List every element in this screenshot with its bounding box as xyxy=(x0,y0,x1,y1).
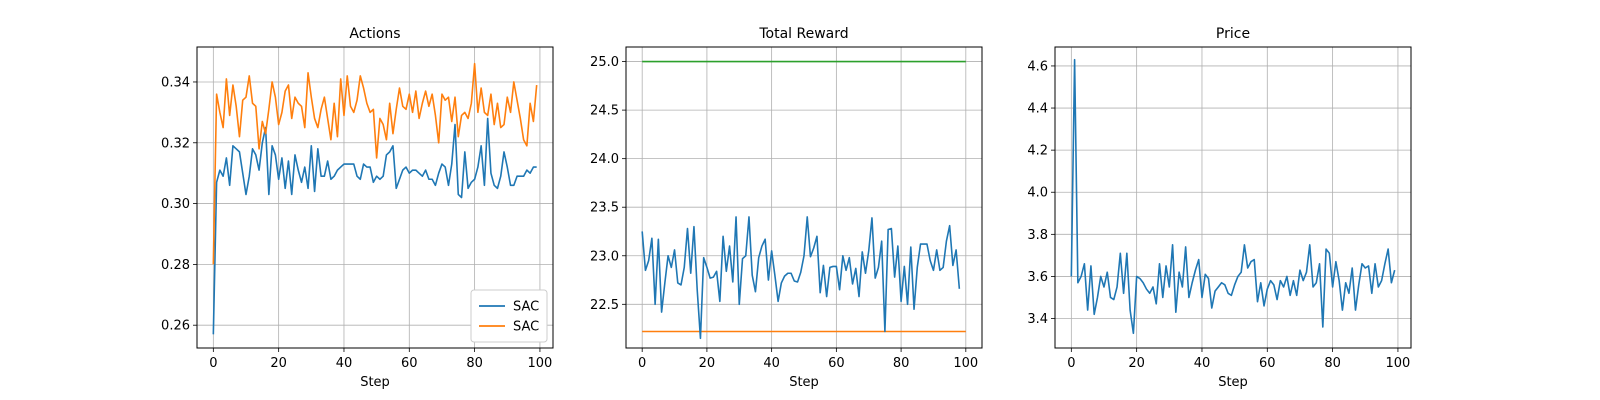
actions-x-tick-label: 60 xyxy=(401,356,418,371)
actions-series-line-0 xyxy=(212,117,537,335)
total-reward-x-tick-label: 80 xyxy=(893,356,910,371)
total-reward-series-line-2 xyxy=(641,216,961,340)
price-y-tick-label: 3.6 xyxy=(1027,270,1048,285)
actions-x-tick-label: 40 xyxy=(336,356,353,371)
actions-axes-frame xyxy=(196,46,554,349)
actions-y-tick-label: 0.32 xyxy=(161,136,190,151)
price-axes-frame xyxy=(1054,46,1412,349)
price-x-axis-label: Step xyxy=(1218,375,1248,390)
total-reward-y-tick-label: 25.0 xyxy=(590,55,619,70)
total-reward-x-tick-label: 60 xyxy=(828,356,845,371)
actions-y-tick-label: 0.26 xyxy=(161,319,190,334)
price-y-tick-label: 4.6 xyxy=(1027,59,1048,74)
total-reward-panel: 0 20 40 60 80 100 22.5 23.0 23.5 24.0 24.5 25.0 Tota… xyxy=(590,26,983,390)
price-series-line-0 xyxy=(1070,58,1396,335)
actions-x-tick-label: 0 xyxy=(209,356,217,371)
actions-chart-title: Actions xyxy=(349,26,400,42)
price-y-tick-label: 4.4 xyxy=(1027,102,1048,117)
total-reward-y-tick-label: 22.5 xyxy=(590,298,619,313)
actions-x-tick-label: 100 xyxy=(528,356,553,371)
actions-x-tick-label: 20 xyxy=(270,356,287,371)
price-x-tick-label: 100 xyxy=(1386,356,1411,371)
actions-legend-label: SAC xyxy=(513,320,539,335)
total-reward-x-tick-label: 40 xyxy=(763,356,780,371)
total-reward-x-axis-label: Step xyxy=(789,375,819,390)
actions-legend-label: SAC xyxy=(513,300,539,315)
price-y-tick-label: 4.0 xyxy=(1027,186,1048,201)
price-x-tick-label: 20 xyxy=(1128,356,1145,371)
price-y-tick-label: 3.8 xyxy=(1027,228,1048,243)
total-reward-x-tick-label: 100 xyxy=(953,356,978,371)
total-reward-x-tick-label: 0 xyxy=(638,356,646,371)
total-reward-y-tick-label: 23.0 xyxy=(590,249,619,264)
price-x-tick-label: 80 xyxy=(1324,356,1341,371)
total-reward-chart-title: Total Reward xyxy=(758,26,848,42)
actions-panel: 0 20 40 60 80 100 0.26 0.28 0.30 0.32 0.34 Actions S… xyxy=(161,26,554,390)
price-x-tick-label: 0 xyxy=(1067,356,1075,371)
actions-y-tick-label: 0.28 xyxy=(161,258,190,273)
actions-x-tick-label: 80 xyxy=(466,356,483,371)
actions-y-tick-label: 0.30 xyxy=(161,197,190,212)
price-x-tick-label: 40 xyxy=(1194,356,1211,371)
price-y-tick-label: 4.2 xyxy=(1027,144,1048,159)
total-reward-y-tick-label: 24.0 xyxy=(590,152,619,167)
total-reward-x-tick-label: 20 xyxy=(699,356,716,371)
actions-x-axis-label: Step xyxy=(360,375,390,390)
actions-legend-box xyxy=(470,289,548,343)
actions-series-line-1 xyxy=(212,62,538,265)
actions-legend: SAC SAC xyxy=(470,289,548,343)
total-reward-y-tick-label: 24.5 xyxy=(590,104,619,119)
price-panel: 0 20 40 60 80 100 3.4 3.6 3.8 4.0 4.2 4.4 4.6 Price St… xyxy=(1027,26,1412,390)
total-reward-y-tick-label: 23.5 xyxy=(590,201,619,216)
actions-y-tick-label: 0.34 xyxy=(161,75,190,90)
price-x-tick-label: 60 xyxy=(1259,356,1276,371)
price-chart-title: Price xyxy=(1216,26,1250,42)
total-reward-axes-frame xyxy=(625,46,983,349)
price-y-tick-label: 3.4 xyxy=(1027,312,1048,327)
